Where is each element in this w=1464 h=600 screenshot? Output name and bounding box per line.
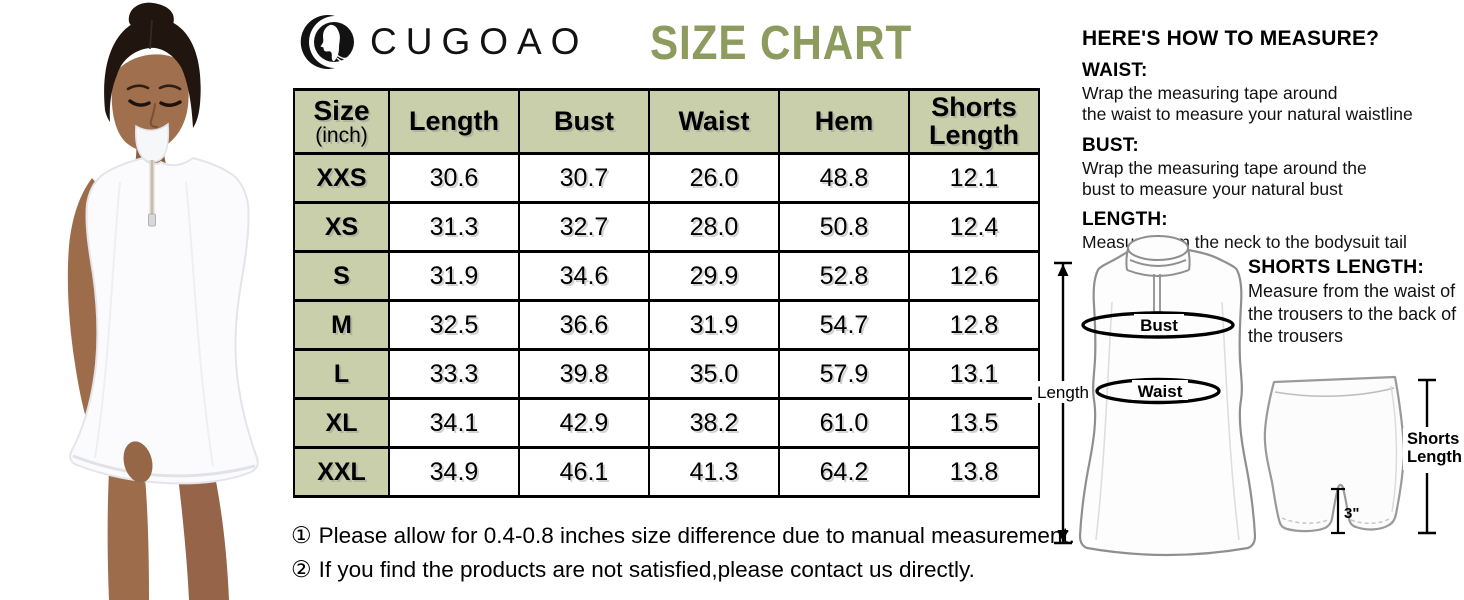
value-cell: 64.2 xyxy=(778,446,910,498)
value-cell: 54.7 xyxy=(778,299,910,351)
header-length: Length xyxy=(388,88,520,155)
size-cell: XXL xyxy=(293,446,390,498)
value-cell: 39.8 xyxy=(518,348,650,400)
table-row: L 33.3 39.8 35.0 57.9 13.1 xyxy=(293,348,1040,400)
header-size: Size (inch) xyxy=(293,88,390,155)
value-cell: 12.8 xyxy=(908,299,1040,351)
value-cell: 35.0 xyxy=(648,348,780,400)
shorts-length-label-line2: Length xyxy=(1407,448,1462,466)
value-cell: 42.9 xyxy=(518,397,650,449)
value-cell: 34.9 xyxy=(388,446,520,498)
table-row: XXS 30.6 30.7 26.0 48.8 12.1 xyxy=(293,152,1040,204)
value-cell: 13.5 xyxy=(908,397,1040,449)
header-waist: Waist xyxy=(648,88,780,155)
brand-name: CUGOAO xyxy=(370,21,589,62)
waist-label: Waist xyxy=(1138,382,1183,401)
shorts-length-arrow xyxy=(1418,378,1436,535)
table-row: XXL 34.9 46.1 41.3 64.2 13.8 xyxy=(293,446,1040,498)
header-hem: Hem xyxy=(778,88,910,155)
value-cell: 34.1 xyxy=(388,397,520,449)
header-shorts-length: Shorts Length xyxy=(908,88,1040,155)
circled-1-icon: ① xyxy=(291,522,312,548)
footnote-1: ① Please allow for 0.4-0.8 inches size d… xyxy=(291,522,1075,549)
value-cell: 34.6 xyxy=(518,250,650,302)
value-cell: 38.2 xyxy=(648,397,780,449)
measure-section-bust: BUST: Wrap the measuring tape around the… xyxy=(1082,134,1367,200)
header-bust: Bust xyxy=(518,88,650,155)
value-cell: 50.8 xyxy=(778,201,910,253)
measure-section-shorts-length: SHORTS LENGTH: Measure from the waist of… xyxy=(1248,256,1457,346)
dress-diagram: Bust Waist xyxy=(1078,235,1257,557)
value-cell: 41.3 xyxy=(648,446,780,498)
value-cell: 36.6 xyxy=(518,299,650,351)
value-cell: 48.8 xyxy=(778,152,910,204)
table-row: S 31.9 34.6 29.9 52.8 12.6 xyxy=(293,250,1040,302)
value-cell: 30.6 xyxy=(388,152,520,204)
value-cell: 13.8 xyxy=(908,446,1040,498)
bust-label: Bust xyxy=(1140,316,1178,335)
footnote-2-text: If you find the products are not satisfi… xyxy=(318,557,975,582)
value-cell: 32.5 xyxy=(388,299,520,351)
footnote-2: ② If you find the products are not satis… xyxy=(291,556,1051,583)
page-title: SIZE CHART xyxy=(650,17,913,70)
value-cell: 31.9 xyxy=(388,250,520,302)
size-cell: XXS xyxy=(293,152,390,204)
shorts-length-label-line1: Shorts xyxy=(1407,430,1459,448)
table-header-row: Size (inch) Length Bust Waist Hem Shorts… xyxy=(293,88,1040,155)
value-cell: 57.9 xyxy=(778,348,910,400)
model-photo-illustration xyxy=(0,0,300,600)
inseam-label: 3" xyxy=(1344,505,1359,522)
size-cell: L xyxy=(293,348,390,400)
value-cell: 32.7 xyxy=(518,201,650,253)
value-cell: 29.9 xyxy=(648,250,780,302)
measure-guide: HERE'S HOW TO MEASURE? WAIST: Wrap the m… xyxy=(1082,27,1464,263)
cugoao-logo-icon xyxy=(300,15,354,69)
size-cell: M xyxy=(293,299,390,351)
value-cell: 28.0 xyxy=(648,201,780,253)
size-cell: S xyxy=(293,250,390,302)
value-cell: 61.0 xyxy=(778,397,910,449)
length-label: Length xyxy=(1037,383,1089,402)
value-cell: 33.3 xyxy=(388,348,520,400)
size-cell: XS xyxy=(293,201,390,253)
brand-header: CUGOAO xyxy=(300,11,588,73)
value-cell: 26.0 xyxy=(648,152,780,204)
value-cell: 46.1 xyxy=(518,446,650,498)
value-cell: 31.3 xyxy=(388,201,520,253)
measure-section-waist: WAIST: Wrap the measuring tape around th… xyxy=(1082,60,1413,125)
footnote-1-text: Please allow for 0.4-0.8 inches size dif… xyxy=(318,523,1075,548)
model-photo xyxy=(0,0,300,600)
footnotes: ① Please allow for 0.4-0.8 inches size d… xyxy=(291,522,1075,590)
size-table: Size (inch) Length Bust Waist Hem Shorts… xyxy=(293,88,1040,498)
measurement-diagrams: Length Bust Waist xyxy=(1032,235,1462,557)
value-cell: 12.1 xyxy=(908,152,1040,204)
value-cell: 13.1 xyxy=(908,348,1040,400)
table-row: XL 34.1 42.9 38.2 61.0 13.5 xyxy=(293,397,1040,449)
value-cell: 31.9 xyxy=(648,299,780,351)
value-cell: 30.7 xyxy=(518,152,650,204)
shorts-diagram: 3" xyxy=(1263,375,1406,535)
table-row: XS 31.3 32.7 28.0 50.8 12.4 xyxy=(293,201,1040,253)
circled-2-icon: ② xyxy=(291,556,312,582)
value-cell: 12.4 xyxy=(908,201,1040,253)
value-cell: 12.6 xyxy=(908,250,1040,302)
size-cell: XL xyxy=(293,397,390,449)
measure-guide-title: HERE'S HOW TO MEASURE? xyxy=(1082,27,1380,50)
value-cell: 52.8 xyxy=(778,250,910,302)
table-row: M 32.5 36.6 31.9 54.7 12.8 xyxy=(293,299,1040,351)
